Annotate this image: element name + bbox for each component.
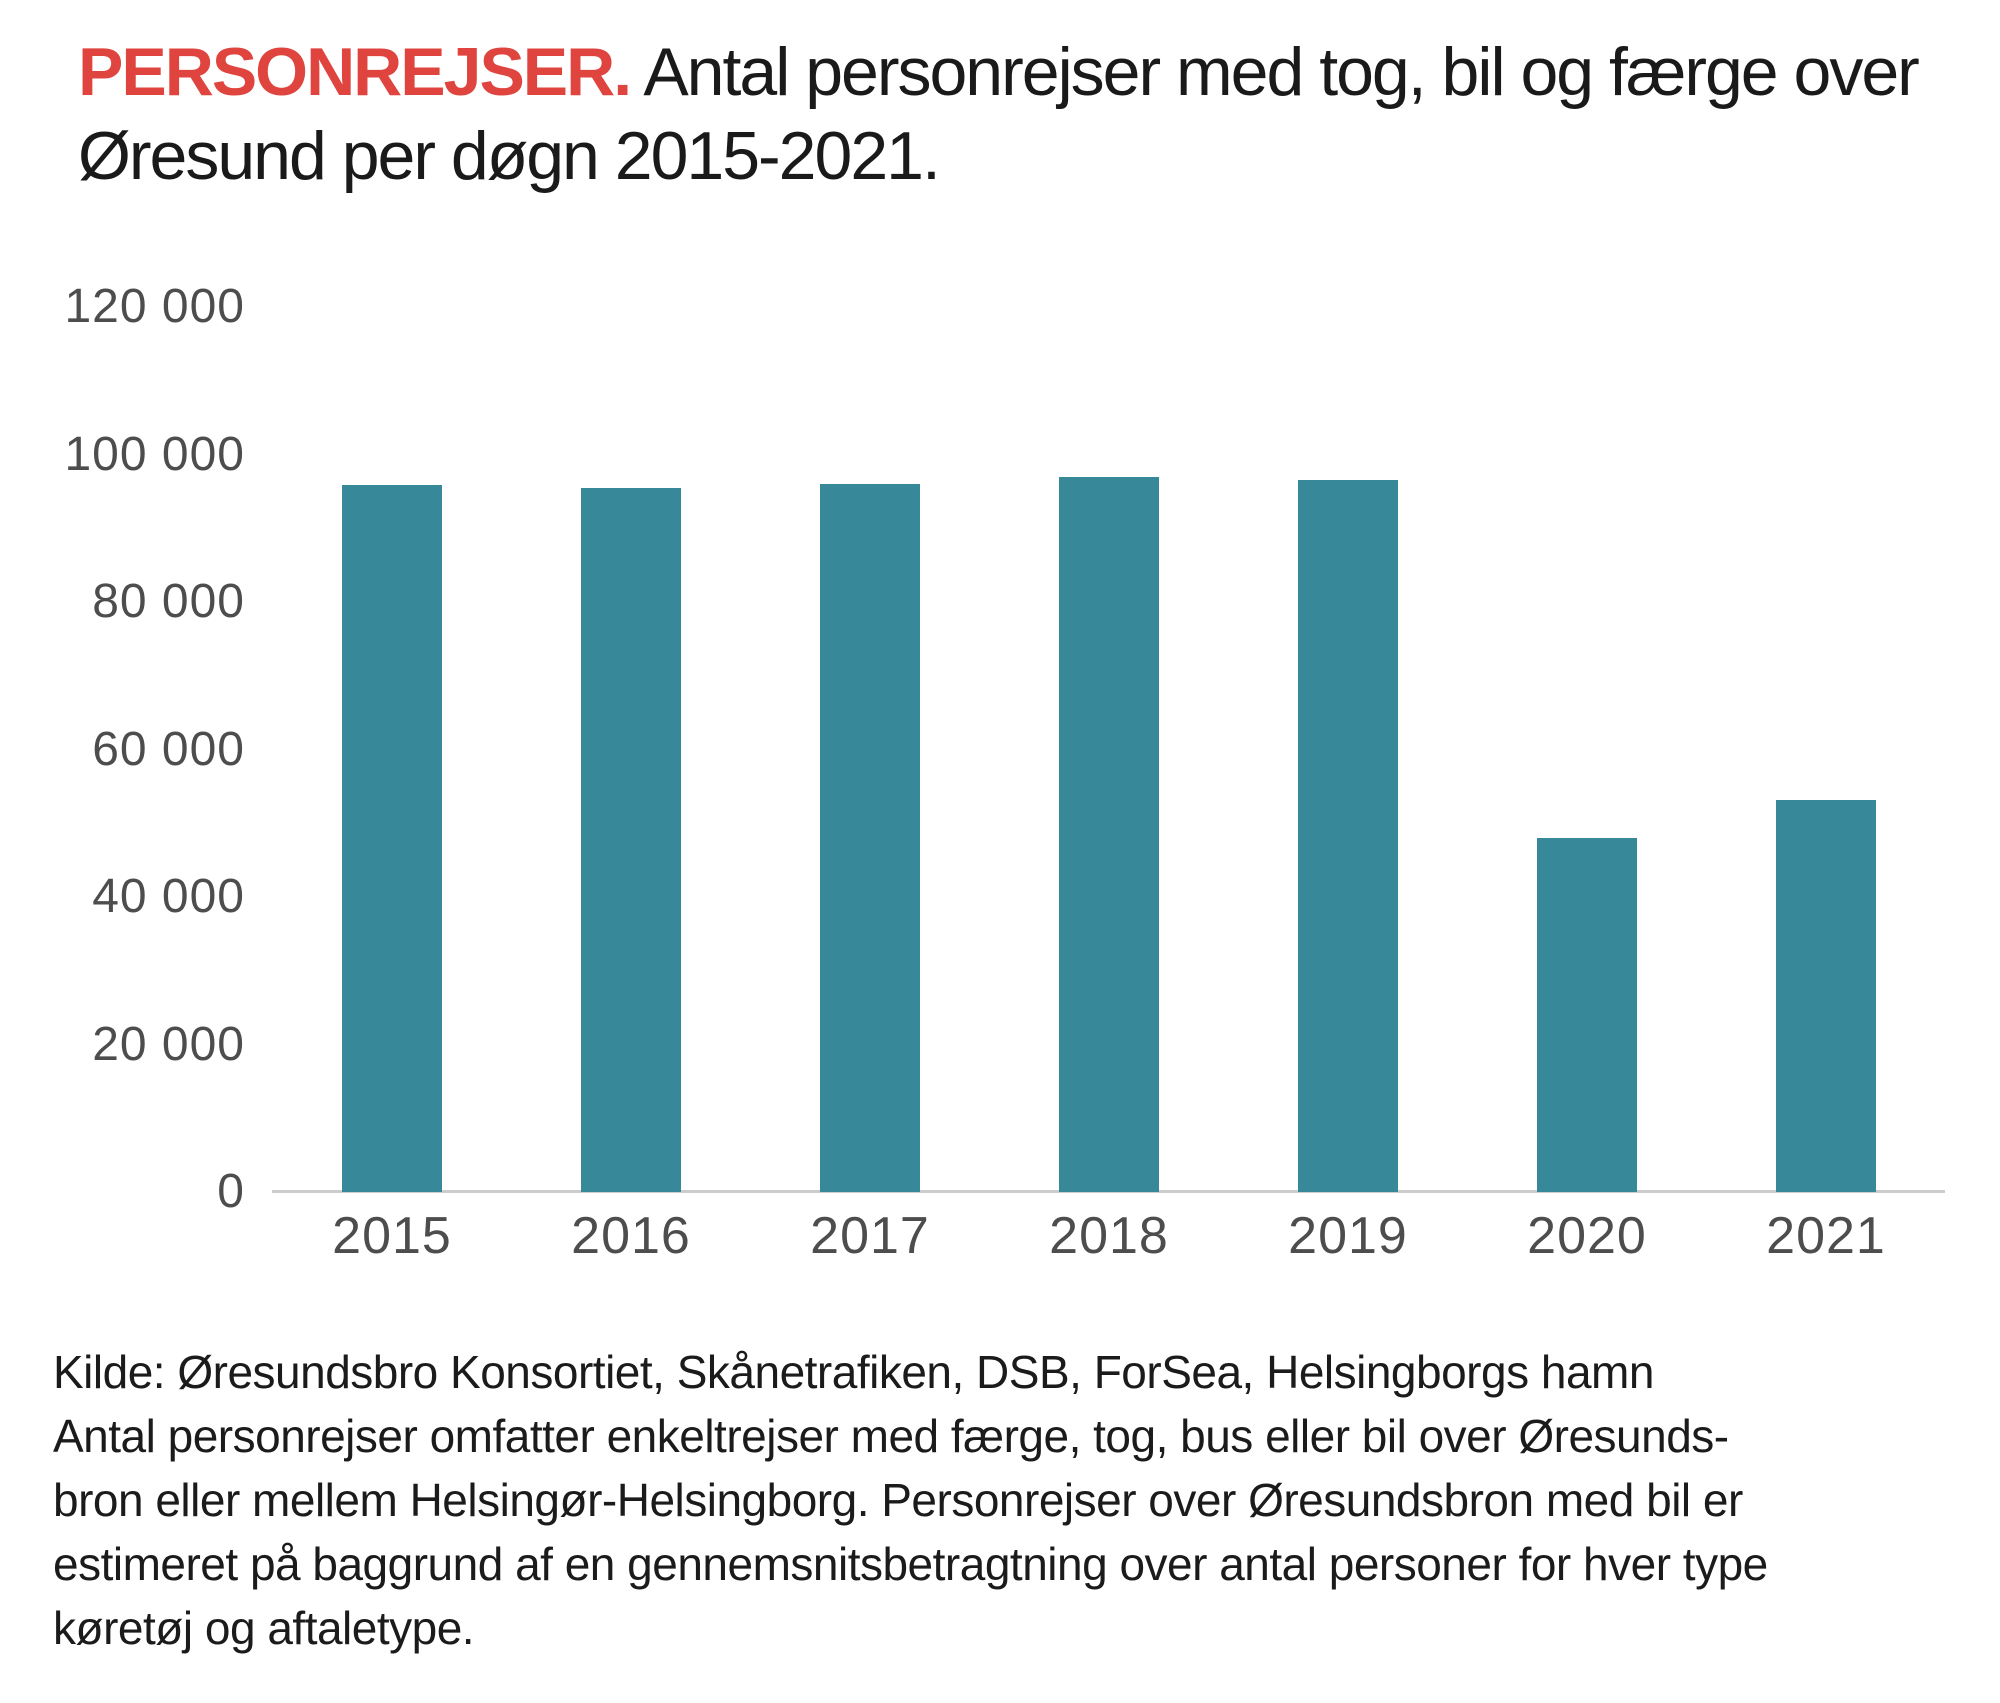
x-axis-label-2015: 2015: [332, 1207, 452, 1265]
source-note-line: bron eller mellem Helsingør-Helsingborg.…: [53, 1474, 1743, 1526]
x-axis-label-2017: 2017: [810, 1207, 930, 1265]
x-axis-label-2019: 2019: [1288, 1207, 1408, 1265]
x-axis-label-2018: 2018: [1049, 1207, 1169, 1265]
source-note-line: Kilde: Øresundsbro Konsortiet, Skånetraf…: [53, 1346, 1654, 1398]
chart-title: PERSONREJSER. Antal personrejser med tog…: [78, 30, 1978, 198]
x-axis-label-2016: 2016: [571, 1207, 691, 1265]
bar-2015: [342, 485, 442, 1192]
bar-2019: [1298, 480, 1398, 1192]
bar-2021: [1776, 800, 1876, 1192]
chart-title-text: Antal personrejser med tog, bil og færge…: [78, 34, 1920, 194]
bar-2020: [1537, 838, 1637, 1192]
bar-2017: [820, 484, 920, 1192]
source-note-line: køretøj og aftaletype.: [53, 1602, 475, 1654]
y-axis-tick-label: 60 000: [92, 723, 245, 776]
x-axis-label-2020: 2020: [1527, 1207, 1647, 1265]
y-axis-tick-label: 120 000: [64, 280, 245, 333]
y-axis-tick-label: 0: [217, 1165, 245, 1218]
x-axis-label-2021: 2021: [1766, 1207, 1886, 1265]
source-note: Kilde: Øresundsbro Konsortiet, Skånetraf…: [53, 1340, 1768, 1660]
y-axis-tick-label: 100 000: [64, 428, 245, 481]
bar-2016: [581, 488, 681, 1192]
y-axis-tick-label: 20 000: [92, 1018, 245, 1071]
y-axis-tick-label: 80 000: [92, 575, 245, 628]
source-note-line: Antal personrejser omfatter enkeltrejser…: [53, 1410, 1729, 1462]
chart-title-highlight: PERSONREJSER.: [78, 34, 632, 110]
source-note-line: estimeret på baggrund af en gennemsnitsb…: [53, 1538, 1768, 1590]
y-axis-tick-label: 40 000: [92, 870, 245, 923]
bar-2018: [1059, 477, 1159, 1192]
